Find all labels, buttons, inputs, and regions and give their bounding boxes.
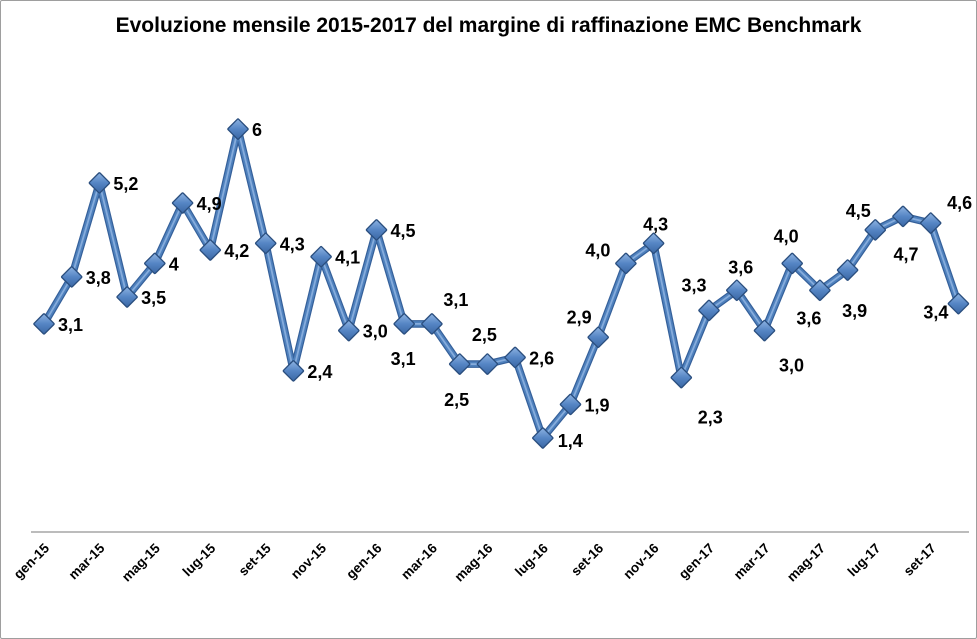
data-point-marker-gen-17[interactable] xyxy=(698,299,720,322)
x-axis-tick-label-nov-15: nov-15 xyxy=(288,540,330,582)
x-axis-tick-label-mar-15: mar-15 xyxy=(66,540,108,582)
data-point-marker-giu-17[interactable] xyxy=(836,259,859,281)
data-point-marker-giu-15[interactable] xyxy=(171,192,194,214)
data-point-marker-lug-16[interactable] xyxy=(532,427,554,449)
data-point-label-set-16: 2,9 xyxy=(567,307,592,327)
data-point-marker-gen-16[interactable] xyxy=(365,219,388,241)
x-axis-tick-label-lug-15: lug-15 xyxy=(180,540,219,579)
data-point-label-gen-15: 3,1 xyxy=(58,315,83,335)
data-point-marker-mar-15[interactable] xyxy=(88,172,111,194)
data-point-marker-set-16[interactable] xyxy=(587,326,609,349)
series-line-sheen xyxy=(43,128,960,439)
x-axis-tick-label-gen-16: gen-16 xyxy=(343,540,385,582)
x-axis-tick-label-lug-16: lug-16 xyxy=(512,540,551,579)
data-point-marker-set-15[interactable] xyxy=(254,232,277,255)
data-point-label-apr-16: 2,5 xyxy=(444,390,469,410)
data-point-label-giu-17: 3,9 xyxy=(842,301,867,321)
data-point-marker-ott-17[interactable] xyxy=(947,292,970,315)
data-point-marker-ago-15[interactable] xyxy=(227,118,249,140)
data-point-label-feb-17: 3,6 xyxy=(728,257,753,277)
data-point-marker-ott-15[interactable] xyxy=(282,360,305,382)
data-point-marker-mar-17[interactable] xyxy=(753,319,776,342)
data-point-marker-dic-15[interactable] xyxy=(338,319,360,342)
data-point-marker-apr-17[interactable] xyxy=(781,252,803,275)
data-point-marker-ott-16[interactable] xyxy=(615,252,637,275)
data-point-label-mar-16: 3,1 xyxy=(443,290,468,310)
data-point-label-nov-16: 4,3 xyxy=(643,214,668,234)
data-point-marker-ago-17[interactable] xyxy=(892,205,914,228)
data-point-label-set-17: 4,6 xyxy=(947,193,972,213)
x-axis-tick-label-mag-16: mag-16 xyxy=(451,540,495,584)
data-point-marker-ago-16[interactable] xyxy=(559,393,582,416)
data-point-marker-feb-17[interactable] xyxy=(726,279,748,302)
data-point-label-lug-15: 4,2 xyxy=(224,241,249,261)
data-point-marker-set-17[interactable] xyxy=(919,212,942,234)
data-point-marker-lug-17[interactable] xyxy=(864,219,887,241)
data-point-label-mag-15: 4 xyxy=(169,254,179,274)
data-point-label-lug-16: 1,4 xyxy=(558,431,583,451)
data-point-label-ott-16: 4,0 xyxy=(585,240,610,260)
x-axis-tick-label-mar-17: mar-17 xyxy=(731,541,773,583)
data-point-marker-feb-15[interactable] xyxy=(60,266,83,288)
data-point-marker-feb-16[interactable] xyxy=(393,313,415,335)
data-point-label-ago-17: 4,7 xyxy=(893,244,918,264)
data-point-label-mar-17: 3,0 xyxy=(779,356,804,376)
data-point-label-ago-16: 1,9 xyxy=(585,395,610,415)
data-point-label-lug-17: 4,5 xyxy=(846,201,871,221)
data-point-marker-lug-15[interactable] xyxy=(199,239,222,261)
data-point-label-ago-15: 6 xyxy=(252,120,262,140)
data-point-label-ott-17: 3,4 xyxy=(923,303,948,323)
data-point-label-dic-15: 3,0 xyxy=(363,322,388,342)
data-point-marker-gen-15[interactable] xyxy=(33,313,55,335)
x-axis-tick-label-lug-17: lug-17 xyxy=(845,541,884,580)
x-axis-tick-label-set-16: set-16 xyxy=(568,540,607,579)
x-axis-tick-label-mag-17: mag-17 xyxy=(784,541,828,585)
x-axis-tick-label-mag-15: mag-15 xyxy=(119,540,163,584)
data-point-label-apr-17: 4,0 xyxy=(774,226,799,246)
data-point-label-mar-15: 5,2 xyxy=(113,174,138,194)
data-point-marker-mag-17[interactable] xyxy=(809,279,831,302)
data-point-label-nov-15: 4,1 xyxy=(335,248,360,268)
chart-title: Evoluzione mensile 2015-2017 del margine… xyxy=(115,14,862,37)
data-point-marker-dic-16[interactable] xyxy=(670,366,693,389)
data-point-label-mag-16: 2,5 xyxy=(472,325,497,345)
data-point-label-gen-17: 3,3 xyxy=(681,275,706,295)
data-point-label-apr-15: 3,5 xyxy=(141,288,166,308)
data-point-label-ott-15: 2,4 xyxy=(307,362,332,382)
data-point-marker-mag-15[interactable] xyxy=(144,252,166,275)
data-point-marker-apr-16[interactable] xyxy=(448,353,471,375)
data-point-marker-apr-15[interactable] xyxy=(116,286,138,308)
data-point-marker-giu-16[interactable] xyxy=(504,346,526,369)
data-point-label-giu-15: 4,9 xyxy=(197,194,222,214)
data-point-marker-mag-16[interactable] xyxy=(476,353,499,375)
data-point-marker-nov-15[interactable] xyxy=(310,245,332,268)
data-point-label-feb-16: 3,1 xyxy=(391,349,416,369)
data-point-label-dic-16: 2,3 xyxy=(698,408,723,428)
data-point-marker-nov-16[interactable] xyxy=(642,232,665,255)
x-axis-tick-label-mar-16: mar-16 xyxy=(398,540,440,582)
x-axis-tick-label-gen-17: gen-17 xyxy=(676,541,717,582)
x-axis-tick-label-set-17: set-17 xyxy=(901,541,939,579)
data-point-marker-mar-16[interactable] xyxy=(421,313,443,335)
data-point-label-set-15: 4,3 xyxy=(280,234,305,254)
data-point-label-giu-16: 2,6 xyxy=(529,348,554,368)
data-point-label-feb-15: 3,8 xyxy=(86,268,111,288)
x-axis-tick-label-gen-15: gen-15 xyxy=(11,540,53,582)
x-axis-tick-label-set-15: set-15 xyxy=(236,540,275,579)
data-point-label-mag-17: 3,6 xyxy=(796,308,821,328)
x-axis-tick-label-nov-16: nov-16 xyxy=(620,540,662,582)
data-point-label-gen-16: 4,5 xyxy=(391,221,416,241)
